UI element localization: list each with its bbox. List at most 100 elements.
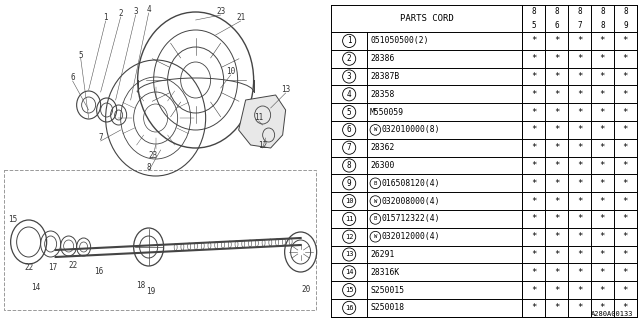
Text: *: * [554,72,559,81]
Text: 22: 22 [68,260,77,269]
Text: *: * [600,232,605,241]
Text: 12: 12 [345,234,353,240]
Text: *: * [554,108,559,116]
Text: 14: 14 [345,269,353,275]
Text: *: * [623,214,628,223]
Text: 17: 17 [48,263,57,273]
Text: *: * [623,72,628,81]
Text: *: * [554,125,559,134]
Text: *: * [623,232,628,241]
Text: 12: 12 [258,140,268,149]
Text: 14: 14 [31,284,40,292]
Text: *: * [554,196,559,205]
Text: *: * [623,36,628,45]
Text: PARTS CORD: PARTS CORD [399,14,453,23]
Text: 28362: 28362 [370,143,394,152]
Text: 23: 23 [216,7,225,17]
Text: 8: 8 [531,7,536,16]
Text: *: * [600,214,605,223]
Text: *: * [554,179,559,188]
Text: *: * [531,54,536,63]
Text: *: * [554,36,559,45]
Text: 21: 21 [236,13,245,22]
Text: *: * [531,286,536,295]
Text: *: * [600,90,605,99]
Text: 032012000(4): 032012000(4) [382,232,440,241]
Text: 11: 11 [345,216,353,222]
Text: 3: 3 [347,72,351,81]
Text: M550059: M550059 [370,108,404,116]
Text: 13: 13 [345,252,353,258]
Text: *: * [600,108,605,116]
Text: A280A00133: A280A00133 [591,311,634,317]
Text: *: * [577,179,582,188]
Text: *: * [623,303,628,312]
Text: *: * [600,161,605,170]
Text: *: * [531,36,536,45]
Text: *: * [531,108,536,116]
Text: 3: 3 [133,7,138,17]
Text: 8: 8 [600,7,605,16]
Text: 19: 19 [146,287,156,297]
Text: 6: 6 [554,21,559,30]
Text: *: * [531,232,536,241]
Text: 7: 7 [99,133,103,142]
Text: *: * [531,250,536,259]
Text: *: * [623,179,628,188]
Polygon shape [239,95,285,148]
Text: 28387B: 28387B [370,72,399,81]
Text: 2: 2 [347,54,351,63]
Text: 5: 5 [531,21,536,30]
Text: *: * [554,214,559,223]
Text: 28386: 28386 [370,54,394,63]
Text: 5: 5 [78,51,83,60]
Text: *: * [554,286,559,295]
Text: *: * [623,196,628,205]
Text: 7: 7 [577,21,582,30]
Text: 032008000(4): 032008000(4) [382,196,440,205]
Text: 8: 8 [347,161,351,170]
Text: *: * [577,196,582,205]
Text: 016508120(4): 016508120(4) [382,179,440,188]
Text: 26300: 26300 [370,161,394,170]
Text: 5: 5 [347,108,351,116]
Text: *: * [623,143,628,152]
Text: *: * [623,108,628,116]
Text: 8: 8 [623,7,628,16]
Text: *: * [554,303,559,312]
Text: 8: 8 [147,164,151,172]
Text: 051050500(2): 051050500(2) [370,36,429,45]
Text: 20: 20 [301,285,310,294]
Text: *: * [531,125,536,134]
Text: *: * [600,303,605,312]
Text: 1: 1 [347,36,351,45]
Text: 2: 2 [118,10,123,19]
Text: *: * [531,303,536,312]
Text: *: * [600,125,605,134]
Text: 9: 9 [347,179,351,188]
Text: *: * [554,161,559,170]
Text: 10: 10 [226,68,236,76]
Text: *: * [623,90,628,99]
Text: *: * [623,161,628,170]
Text: *: * [531,268,536,277]
Text: *: * [600,196,605,205]
Text: *: * [623,250,628,259]
Text: *: * [577,36,582,45]
Text: *: * [577,303,582,312]
Text: 10: 10 [345,198,353,204]
Text: *: * [577,108,582,116]
Text: 8: 8 [554,7,559,16]
Text: *: * [531,90,536,99]
Text: 032010000(8): 032010000(8) [382,125,440,134]
Text: *: * [623,125,628,134]
Text: *: * [623,268,628,277]
Text: *: * [600,179,605,188]
Text: 28358: 28358 [370,90,394,99]
Text: *: * [577,143,582,152]
Text: *: * [623,54,628,63]
Text: 11: 11 [254,114,263,123]
Text: *: * [577,90,582,99]
Text: B: B [374,216,377,221]
Text: *: * [577,54,582,63]
